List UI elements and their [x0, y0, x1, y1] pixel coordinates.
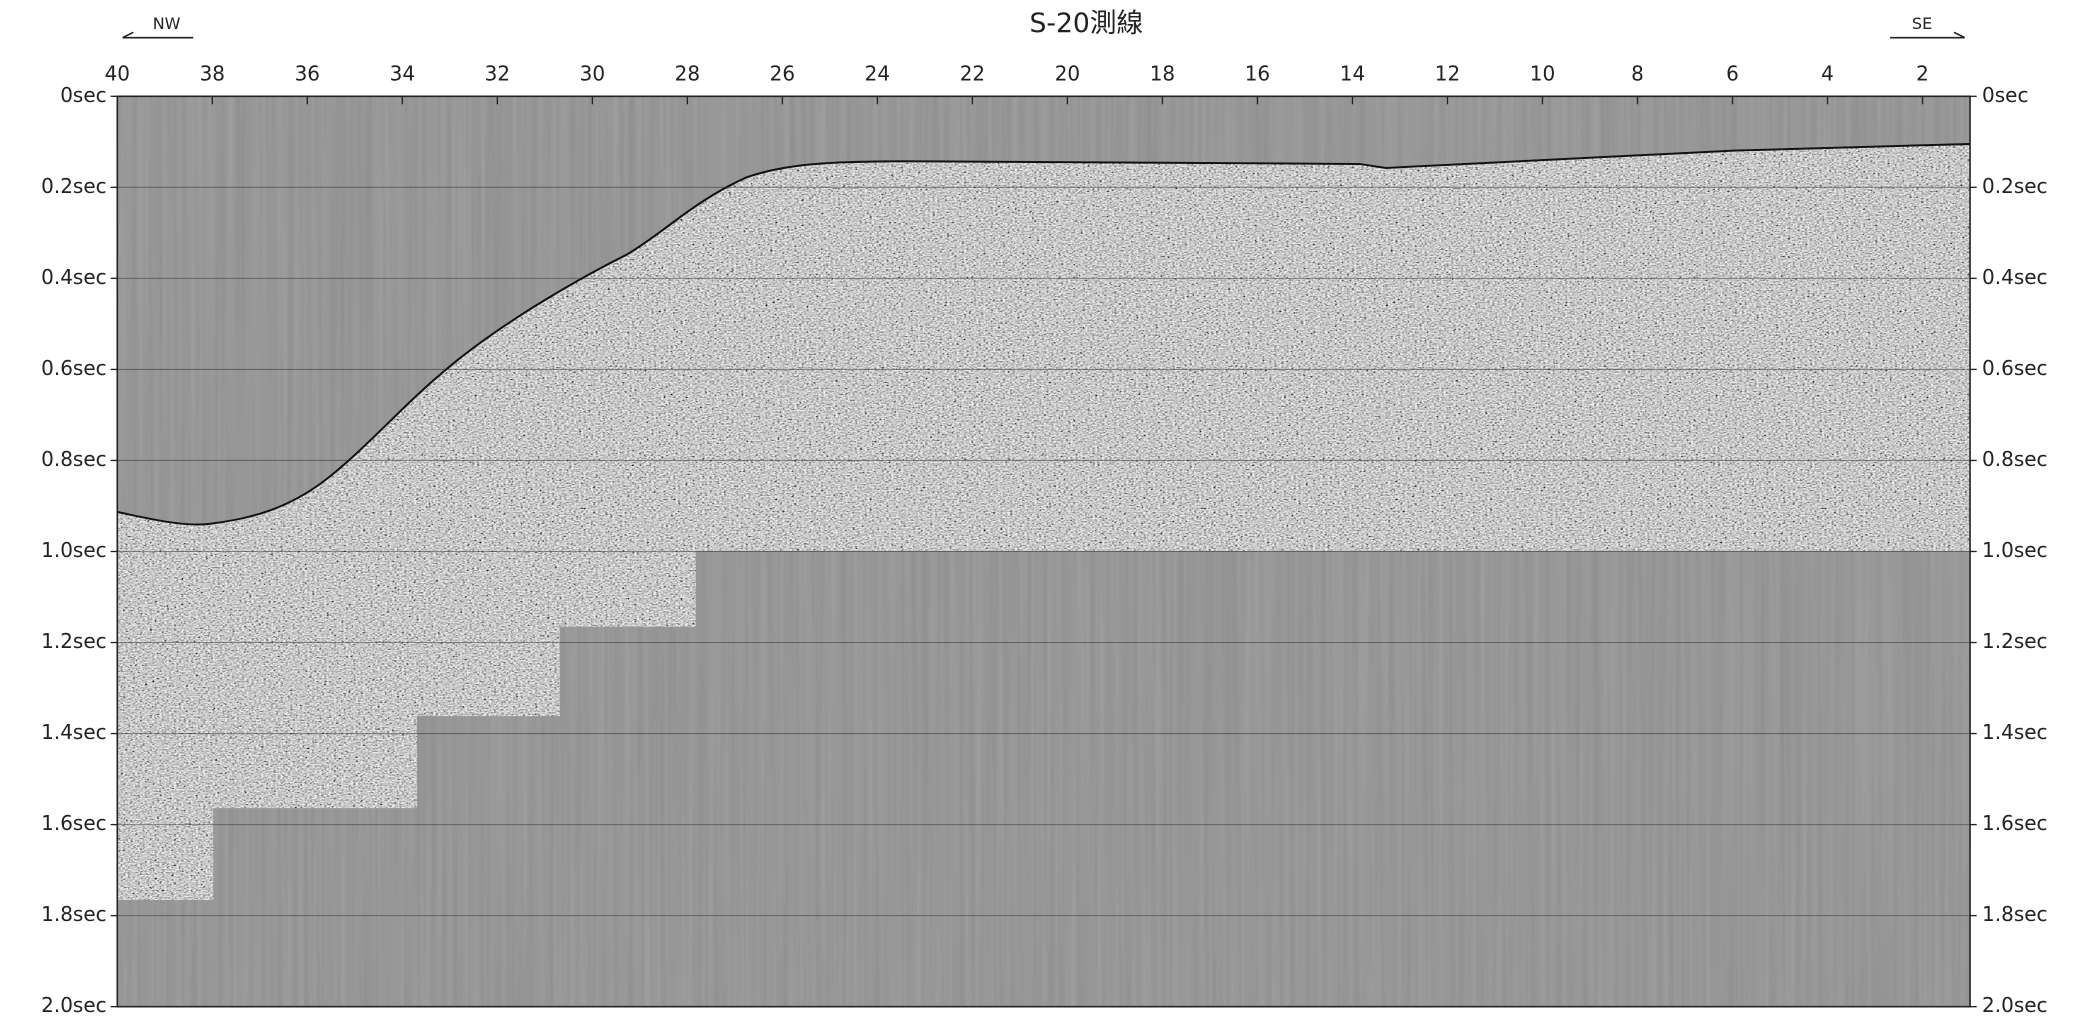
x-tick-label: 26 [770, 61, 795, 85]
y-tick-label-left: 1.0sec [41, 538, 106, 562]
arrow-left [123, 32, 194, 37]
y-tick-label-right: 0.8sec [1982, 447, 2047, 471]
x-tick-label: 32 [485, 61, 510, 85]
chart: S-20測線 NW SE 0sec 0sec 0.2sec 0.2sec 0.4sec 0… [0, 0, 2090, 1019]
y-tick-label-right: 0.2sec [1982, 174, 2047, 198]
x-tick-label: 2 [1916, 61, 1929, 85]
y-tick-label-right: 0sec [1982, 83, 2028, 107]
x-tick-label: 8 [1631, 61, 1644, 85]
x-tick-label: 4 [1821, 61, 1834, 85]
y-tick-label-right: 0.4sec [1982, 265, 2047, 289]
x-tick-label: 24 [865, 61, 890, 85]
x-tick-label: 22 [960, 61, 985, 85]
y-tick-label-right: 2.0sec [1982, 993, 2047, 1017]
y-tick-label-right: 1.4sec [1982, 720, 2047, 744]
page: S-20測線 NW SE 0sec 0sec 0.2sec 0.2sec 0.4sec 0… [0, 0, 2090, 1019]
y-tick-label-left: 0sec [60, 83, 106, 107]
y-tick-label-left: 0.4sec [41, 265, 106, 289]
x-tick-label: 28 [675, 61, 700, 85]
x-tick-label: 14 [1340, 61, 1365, 85]
x-tick-label: 18 [1150, 61, 1175, 85]
x-tick-label: 12 [1435, 61, 1460, 85]
y-tick-label-right: 1.6sec [1982, 811, 2047, 835]
y-tick-label-left: 0.8sec [41, 447, 106, 471]
chart-title: S-20測線 [1029, 8, 1143, 39]
y-tick-label-right: 0.6sec [1982, 356, 2047, 380]
x-tick-label: 36 [295, 61, 320, 85]
x-tick-label: 6 [1726, 61, 1739, 85]
y-tick-label-left: 1.8sec [41, 902, 106, 926]
arrow-right [1890, 32, 1965, 37]
x-tick-label: 38 [200, 61, 225, 85]
x-tick-label: 10 [1530, 61, 1555, 85]
y-tick-label-left: 0.6sec [41, 356, 106, 380]
y-tick-label-left: 0.2sec [41, 174, 106, 198]
x-tick-label: 34 [390, 61, 415, 85]
x-tick-label: 30 [580, 61, 605, 85]
y-tick-label-right: 1.8sec [1982, 902, 2047, 926]
direction-right: SE [1912, 14, 1932, 33]
y-tick-label-right: 1.0sec [1982, 538, 2047, 562]
x-tick-label: 40 [105, 61, 130, 85]
y-tick-label-left: 2.0sec [41, 993, 106, 1017]
x-tick-label: 20 [1055, 61, 1080, 85]
x-tick-label: 16 [1245, 61, 1270, 85]
y-tick-label-left: 1.2sec [41, 629, 106, 653]
y-tick-label-left: 1.4sec [41, 720, 106, 744]
y-tick-label-right: 1.2sec [1982, 629, 2047, 653]
direction-left: NW [153, 14, 181, 33]
y-tick-label-left: 1.6sec [41, 811, 106, 835]
